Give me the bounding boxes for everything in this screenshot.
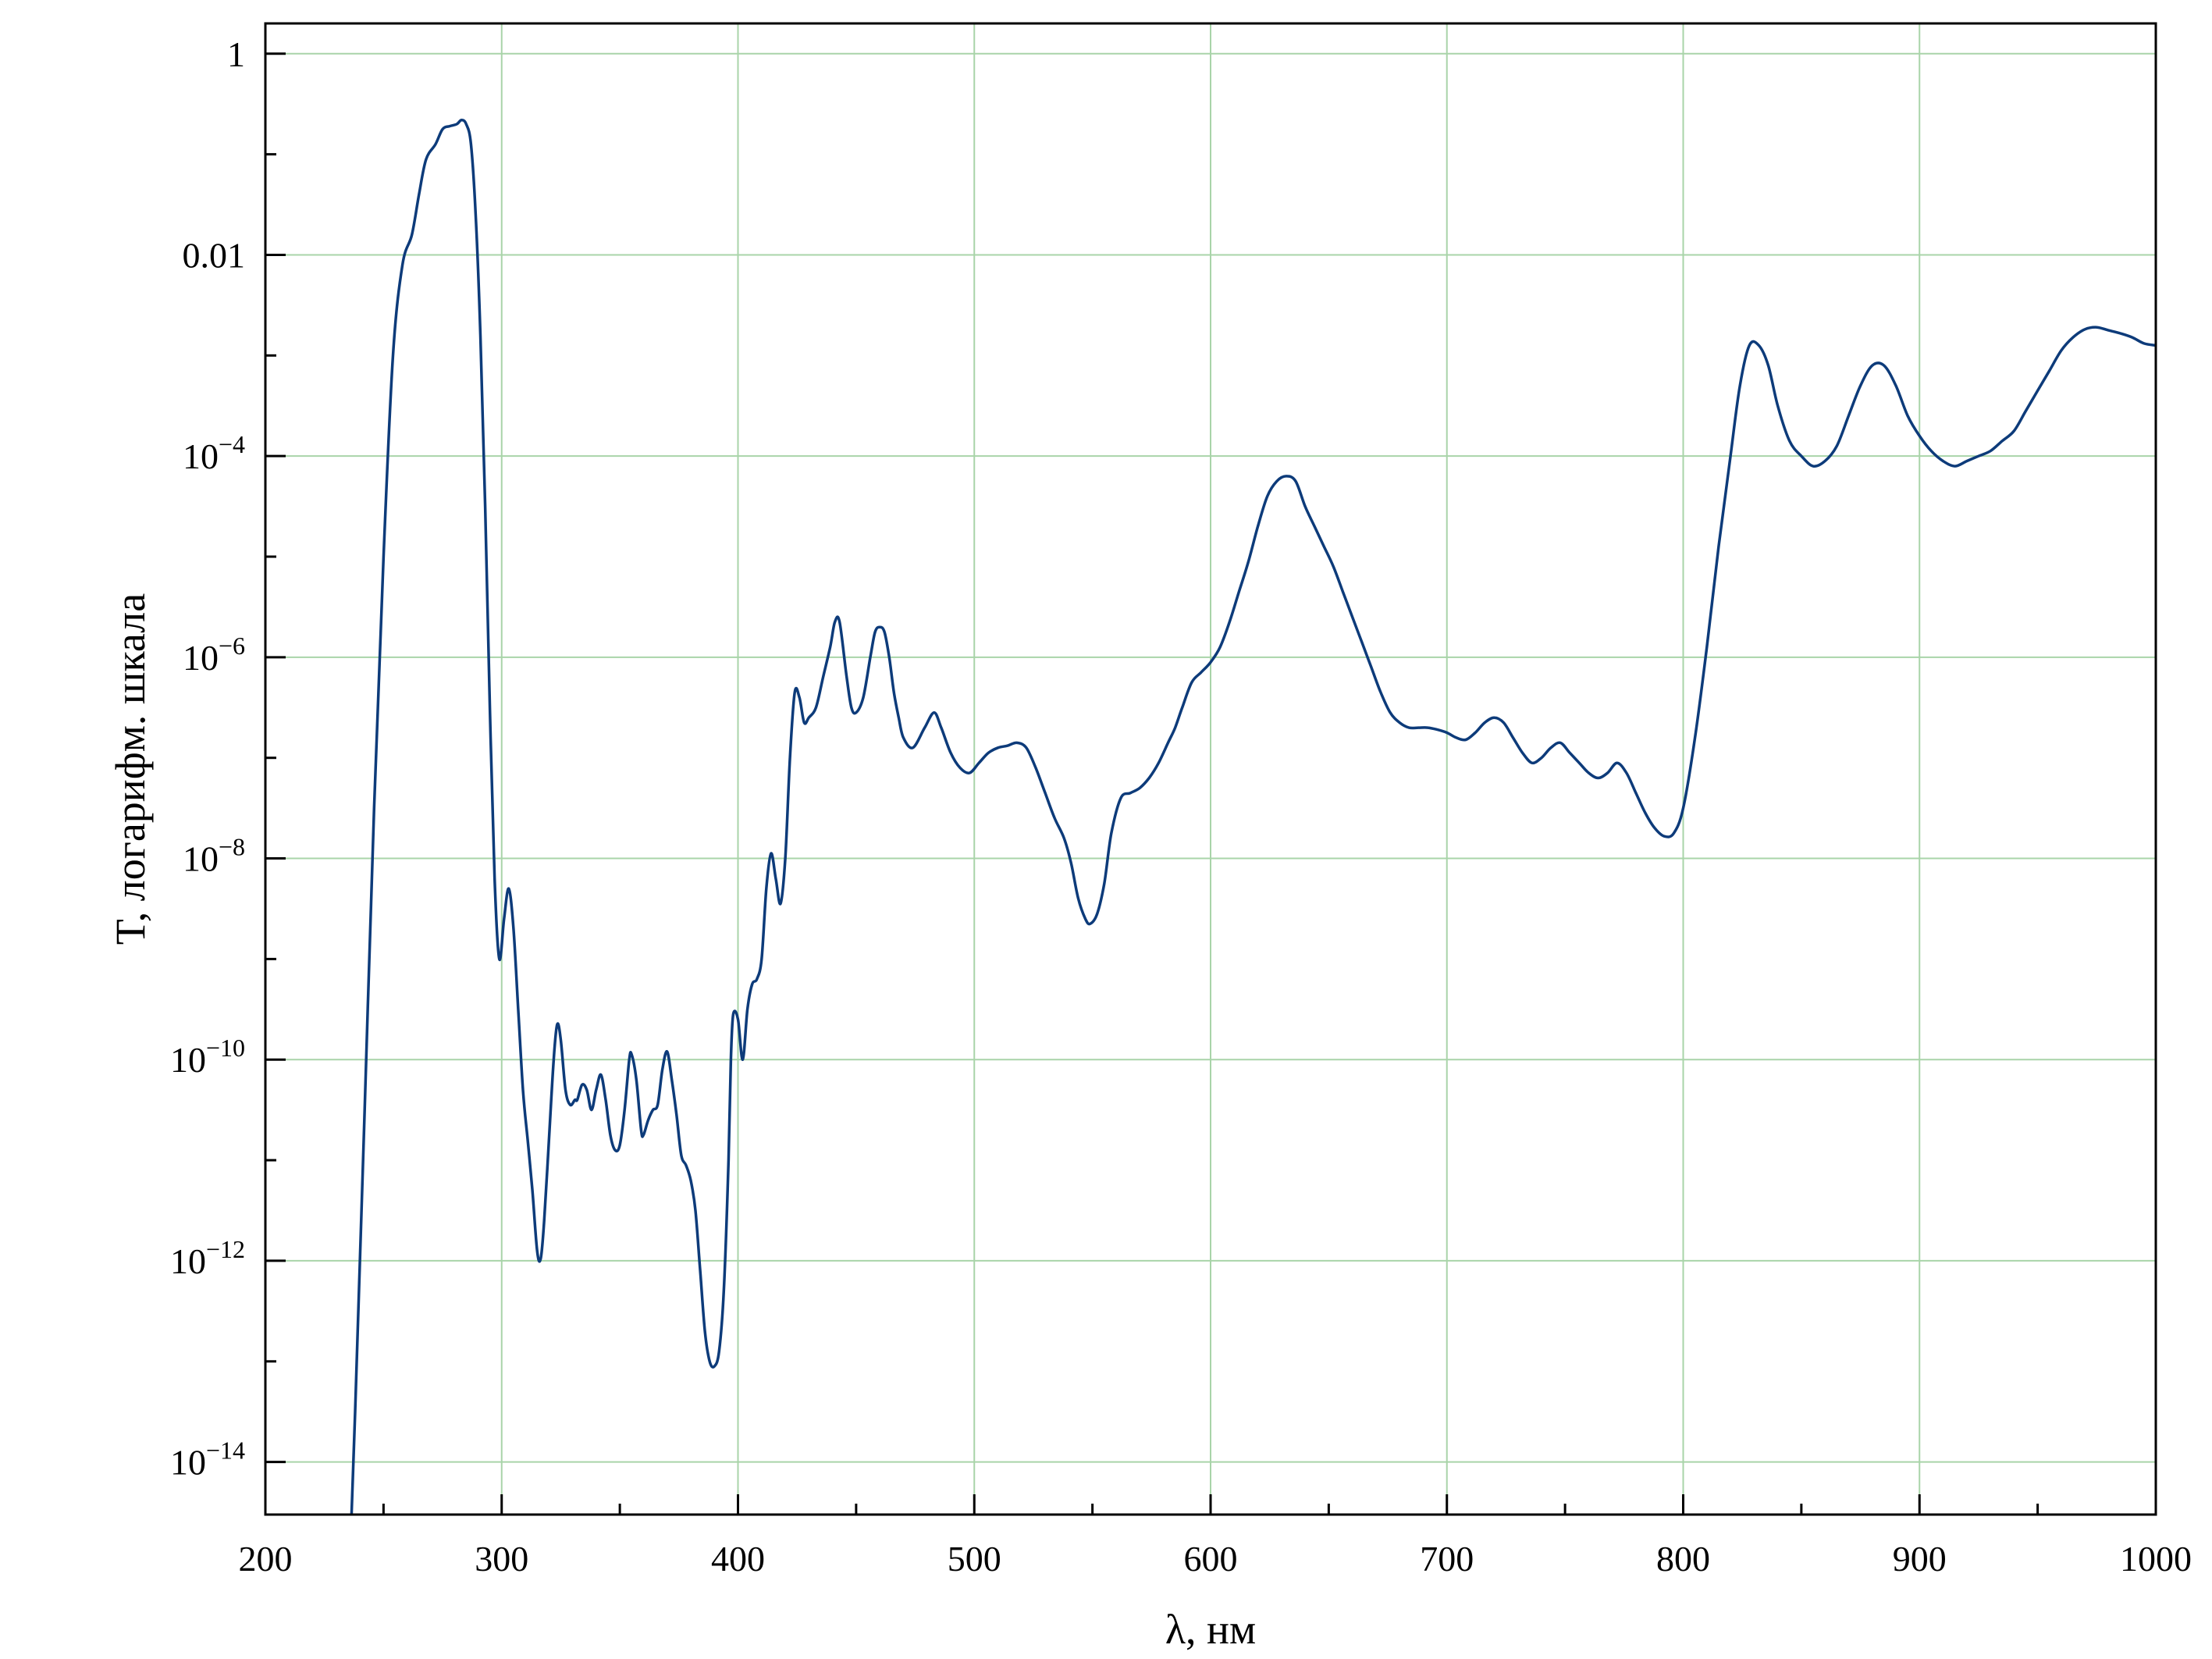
ticks <box>264 52 2157 1515</box>
y-tick-labels: 1 0.01 10−4 10−6 10−8 10−10 10−12 10−14 <box>170 34 245 1483</box>
y-tick-label: 10−8 <box>183 833 245 879</box>
y-tick-label: 1 <box>227 34 245 74</box>
x-tick-label: 700 <box>1420 1539 1474 1579</box>
x-tick-label: 400 <box>711 1539 765 1579</box>
x-axis-label: λ, нм <box>1165 1606 1256 1653</box>
x-tick-label: 1000 <box>2120 1539 2192 1579</box>
y-tick-label: 10−6 <box>183 632 245 678</box>
x-tick-label: 300 <box>475 1539 528 1579</box>
grid <box>265 23 2157 1515</box>
y-tick-label: 10−14 <box>170 1436 245 1483</box>
y-tick-label: 0.01 <box>183 235 246 275</box>
series-line <box>350 119 2156 1515</box>
y-tick-label: 10−12 <box>170 1235 245 1281</box>
y-axis-label: T, логарифм. шкала <box>107 593 154 945</box>
x-tick-label: 900 <box>1893 1539 1947 1579</box>
x-tick-label: 800 <box>1656 1539 1710 1579</box>
x-tick-label: 200 <box>239 1539 293 1579</box>
x-tick-label: 600 <box>1184 1539 1238 1579</box>
y-tick-label: 10−10 <box>170 1034 245 1080</box>
x-tick-label: 500 <box>948 1539 1001 1579</box>
y-tick-label: 10−4 <box>183 430 245 476</box>
series-layer <box>350 119 2156 1515</box>
x-tick-labels: 200 300 400 500 600 700 800 900 1000 <box>239 1539 2192 1579</box>
